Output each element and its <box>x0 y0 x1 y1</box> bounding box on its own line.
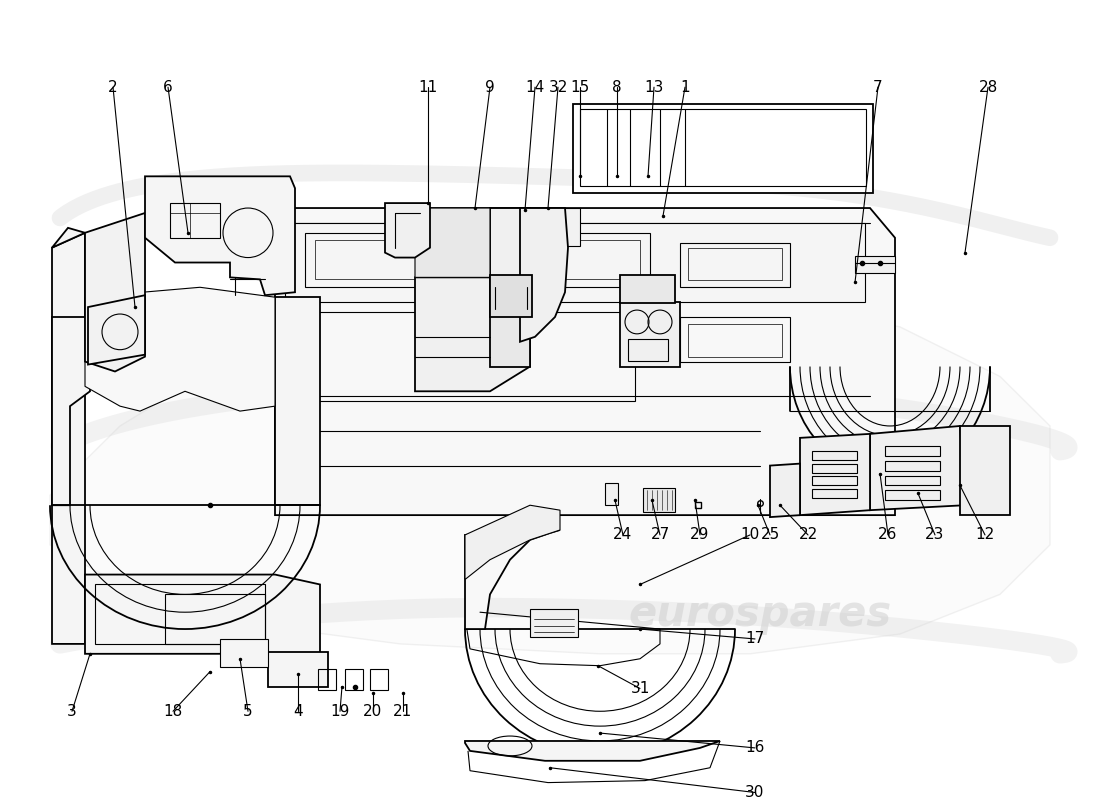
Bar <box>886 461 940 470</box>
Bar <box>628 338 668 361</box>
Bar <box>812 477 857 486</box>
Polygon shape <box>85 574 320 654</box>
Text: 12: 12 <box>976 527 994 542</box>
Polygon shape <box>800 434 870 515</box>
Text: 10: 10 <box>740 527 760 542</box>
Bar <box>318 669 336 690</box>
Bar <box>688 324 782 357</box>
Text: 22: 22 <box>799 527 817 542</box>
Polygon shape <box>605 483 618 506</box>
Bar <box>305 233 446 287</box>
Polygon shape <box>52 317 90 506</box>
Text: 8: 8 <box>613 80 621 94</box>
Text: 30: 30 <box>746 785 764 800</box>
Bar <box>285 223 865 302</box>
Text: 31: 31 <box>630 681 650 696</box>
Text: 7: 7 <box>873 80 883 94</box>
Bar <box>470 233 650 287</box>
Polygon shape <box>415 208 530 391</box>
Bar <box>812 464 857 473</box>
Polygon shape <box>85 213 145 371</box>
Text: 19: 19 <box>330 704 350 718</box>
Text: 9: 9 <box>485 80 495 94</box>
Text: 16: 16 <box>746 741 764 755</box>
Bar <box>573 104 873 193</box>
Text: eurospares: eurospares <box>628 593 892 635</box>
Text: 26: 26 <box>878 527 898 542</box>
Bar <box>370 669 388 690</box>
Bar <box>886 490 940 500</box>
Bar <box>480 240 640 279</box>
Bar <box>886 475 940 486</box>
Text: 18: 18 <box>164 704 183 718</box>
Text: 24: 24 <box>614 527 632 542</box>
Bar <box>268 652 328 686</box>
Bar <box>580 109 866 186</box>
Polygon shape <box>52 233 85 644</box>
Bar <box>620 275 675 303</box>
Bar <box>345 669 363 690</box>
Bar <box>95 585 265 644</box>
Text: 11: 11 <box>418 80 438 94</box>
Polygon shape <box>870 426 965 510</box>
Text: 17: 17 <box>746 631 764 646</box>
Bar <box>812 450 857 460</box>
Bar <box>165 594 265 644</box>
Polygon shape <box>275 297 320 506</box>
Bar <box>855 255 895 274</box>
Text: 20: 20 <box>363 704 383 718</box>
Bar <box>644 488 675 512</box>
Bar <box>530 610 578 637</box>
Polygon shape <box>155 585 275 652</box>
Bar <box>490 278 530 366</box>
Polygon shape <box>50 287 1050 654</box>
Polygon shape <box>52 228 85 248</box>
Text: 25: 25 <box>760 527 780 542</box>
Polygon shape <box>88 295 145 365</box>
Text: 2: 2 <box>108 80 118 94</box>
Polygon shape <box>145 176 295 295</box>
Polygon shape <box>620 302 680 366</box>
Bar <box>680 242 790 287</box>
Polygon shape <box>465 530 560 629</box>
Polygon shape <box>415 208 490 278</box>
Polygon shape <box>465 741 720 761</box>
Text: 4: 4 <box>294 704 302 718</box>
Bar <box>170 203 220 238</box>
Text: 13: 13 <box>645 80 663 94</box>
Polygon shape <box>770 464 800 517</box>
Text: 23: 23 <box>925 527 945 542</box>
Text: 21: 21 <box>394 704 412 718</box>
Text: 15: 15 <box>571 80 590 94</box>
Text: eurospares: eurospares <box>418 405 682 447</box>
Text: eurospares: eurospares <box>98 316 362 358</box>
Text: 1: 1 <box>680 80 690 94</box>
Bar <box>220 639 268 666</box>
Bar <box>688 248 782 280</box>
Text: 14: 14 <box>526 80 544 94</box>
Polygon shape <box>544 208 580 246</box>
Polygon shape <box>275 208 895 515</box>
Bar <box>490 275 532 317</box>
Text: 3: 3 <box>67 704 77 718</box>
Polygon shape <box>520 208 568 342</box>
Text: 28: 28 <box>978 80 998 94</box>
Polygon shape <box>960 426 1010 515</box>
Bar <box>315 240 434 279</box>
Bar <box>812 490 857 498</box>
Polygon shape <box>85 287 275 411</box>
Bar <box>886 446 940 456</box>
Text: 29: 29 <box>691 527 710 542</box>
Text: 27: 27 <box>650 527 670 542</box>
Text: 5: 5 <box>243 704 253 718</box>
Bar <box>285 312 635 402</box>
Text: 32: 32 <box>548 80 568 94</box>
Bar <box>680 317 790 362</box>
Polygon shape <box>385 203 430 258</box>
Polygon shape <box>465 506 560 579</box>
Text: 6: 6 <box>163 80 173 94</box>
